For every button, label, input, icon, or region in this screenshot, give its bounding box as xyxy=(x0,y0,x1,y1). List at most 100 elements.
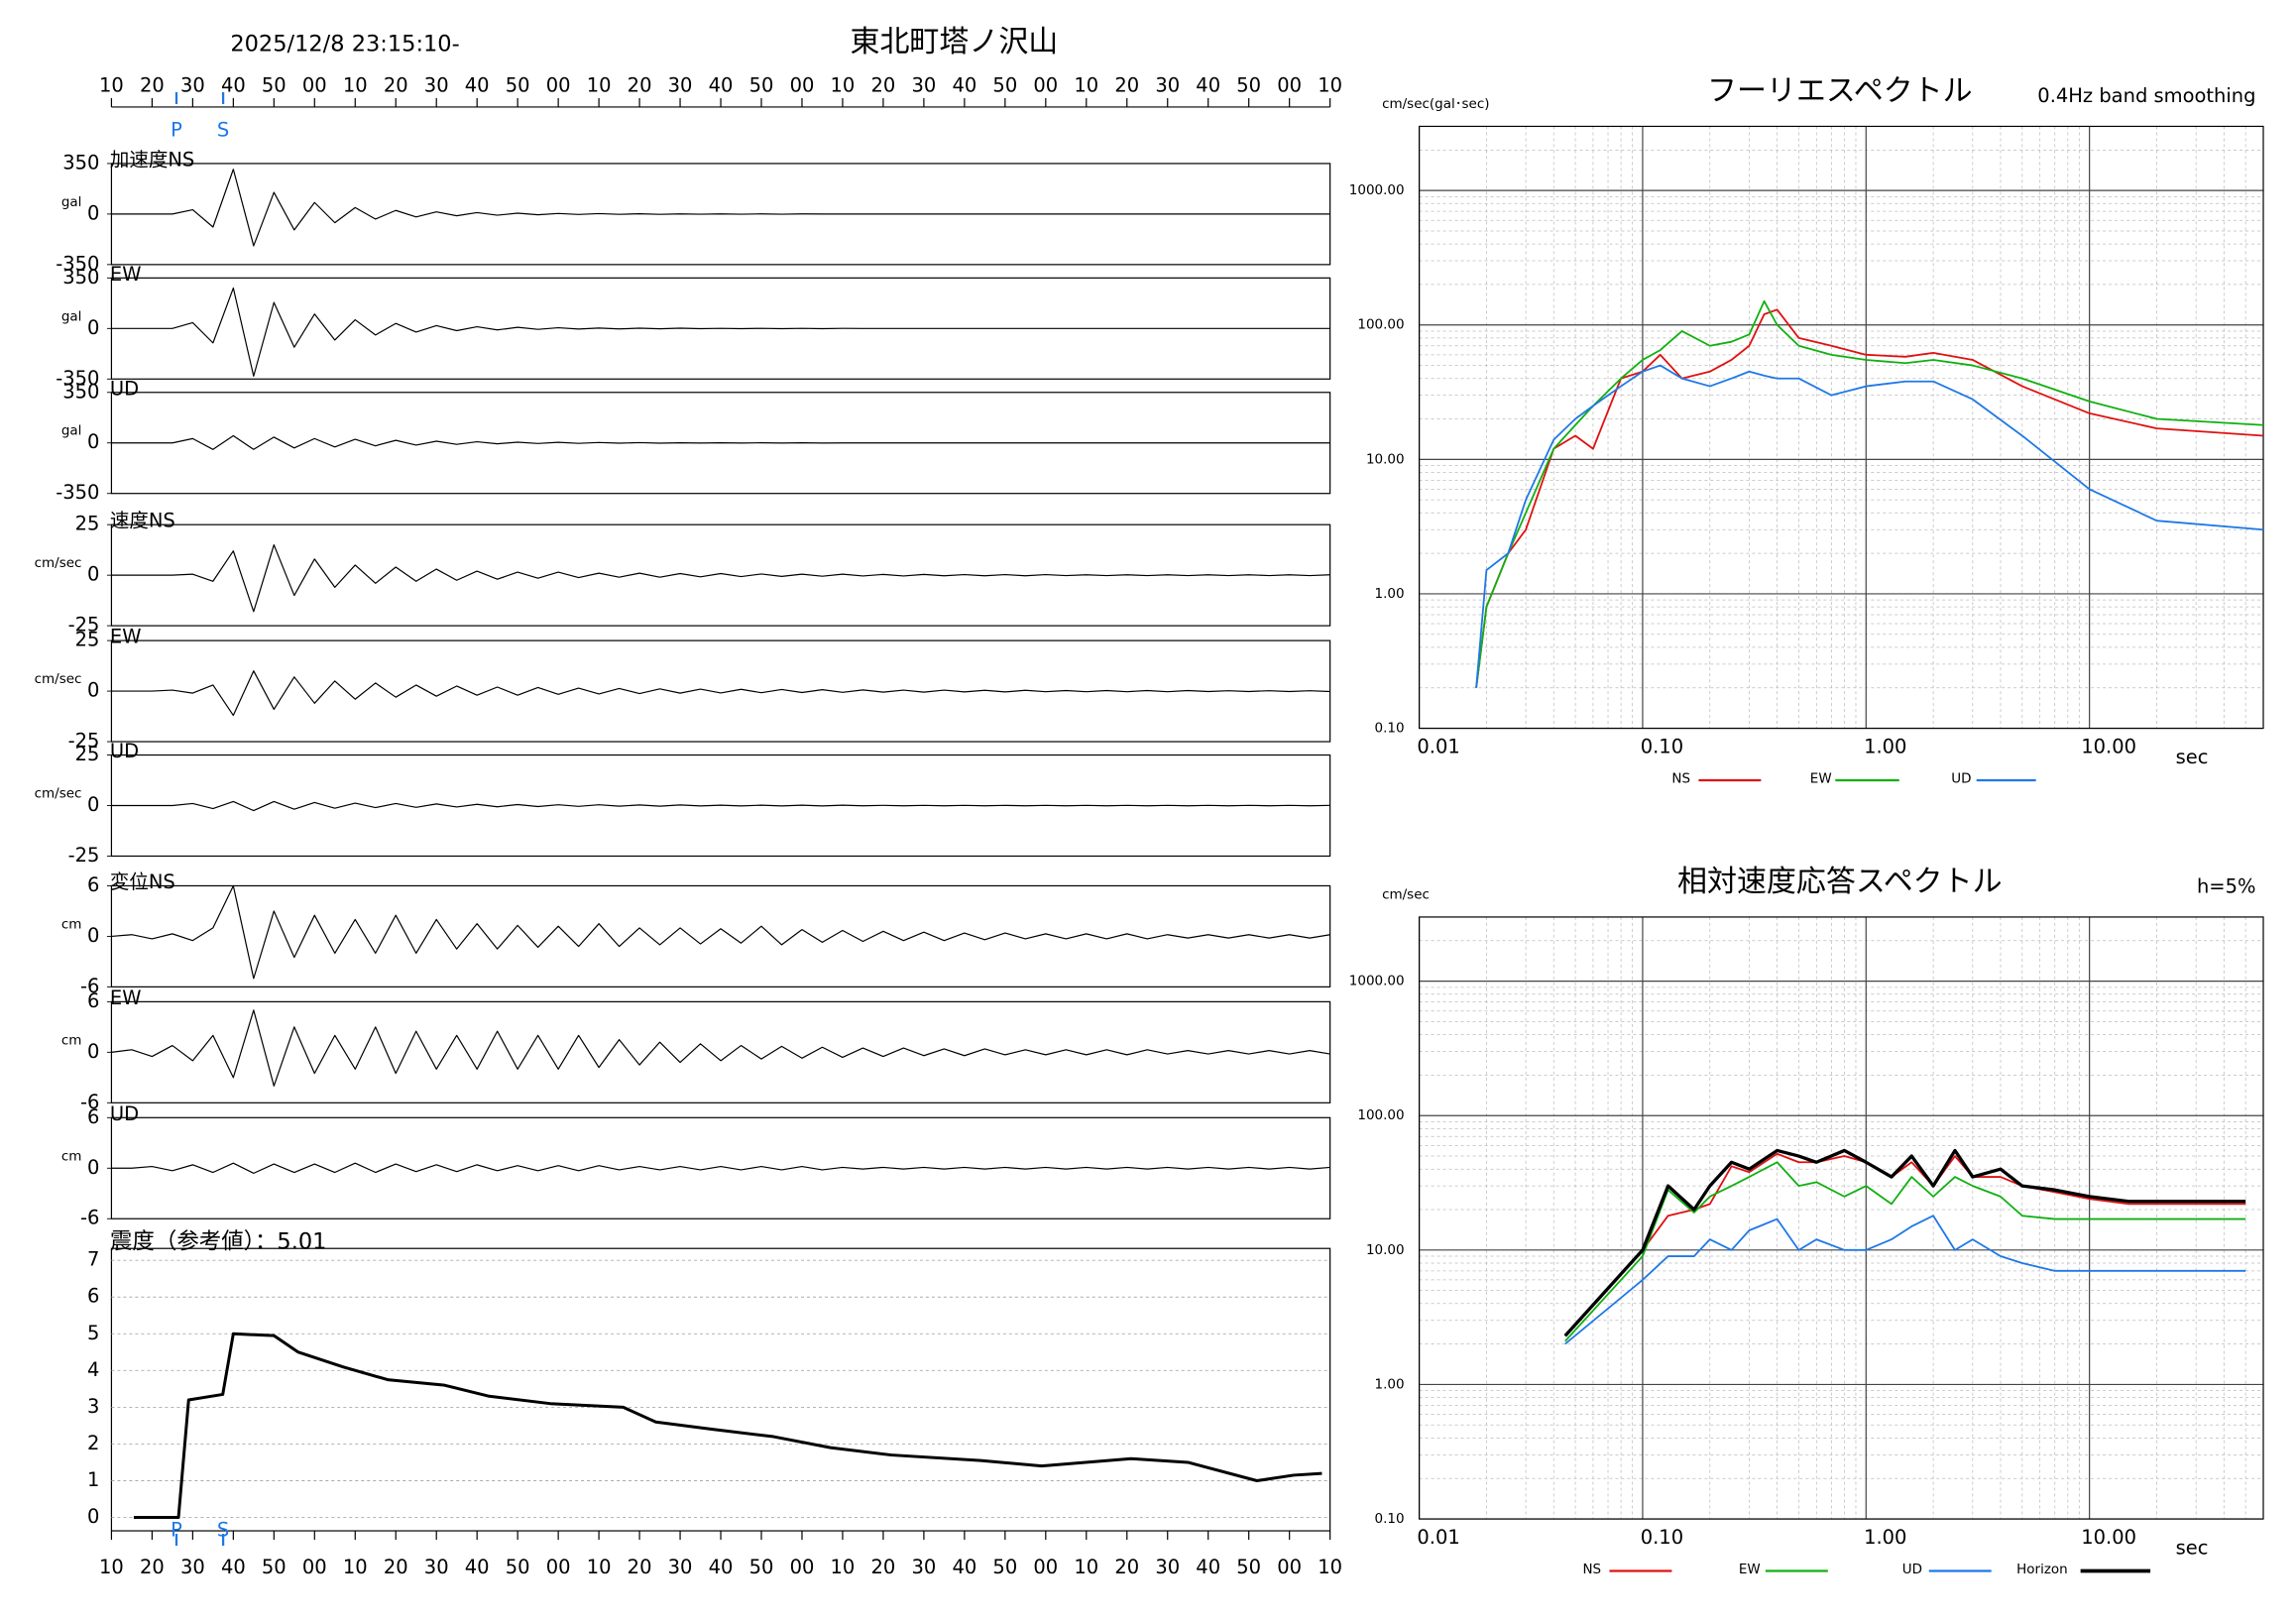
y-tick-label: 1.00 xyxy=(1375,586,1405,602)
plot-bg xyxy=(1419,126,2264,729)
x-tick-label: 40 xyxy=(709,1556,734,1578)
trace xyxy=(111,287,1330,377)
y-tick-label: 6 xyxy=(87,1105,99,1128)
x-tick-label: 10 xyxy=(99,73,124,96)
y-tick-label: -6 xyxy=(80,975,99,997)
legend-label: EW xyxy=(1739,1562,1761,1577)
x-tick-label: 00 xyxy=(790,73,815,96)
trace xyxy=(1563,1148,2246,1337)
unit-label: cm xyxy=(61,916,82,932)
y-tick-label: -25 xyxy=(68,614,100,637)
x-tick-label: 00 xyxy=(1277,73,1302,96)
x-tick-label: 40 xyxy=(221,73,246,96)
y-tick-label: 25 xyxy=(75,743,100,765)
x-tick-label: 40 xyxy=(709,73,734,96)
x-tick-label: 0.01 xyxy=(1417,736,1459,758)
phase-label: S xyxy=(217,118,229,141)
panel-title: UD xyxy=(110,1102,139,1125)
x-tick-label: 20 xyxy=(1114,1556,1139,1578)
x-tick-label: 40 xyxy=(221,1556,246,1578)
trace xyxy=(111,543,1330,613)
unit-label: cm xyxy=(61,1148,82,1164)
x-tick-label: 10 xyxy=(1074,73,1098,96)
y-axis-label: cm/sec(gal･sec) xyxy=(1382,96,1489,112)
y-tick-label: -6 xyxy=(80,1207,99,1229)
x-tick-label: 00 xyxy=(790,1556,815,1578)
x-tick-label: 10 xyxy=(587,73,612,96)
plot-frame xyxy=(1418,125,2264,730)
x-tick-label: 20 xyxy=(628,1556,652,1578)
x-tick-label: 30 xyxy=(912,73,937,96)
x-tick-label: 10 xyxy=(1318,1556,1342,1578)
y-tick-label: 0 xyxy=(87,924,99,947)
y-tick-label: 3 xyxy=(87,1395,99,1418)
trace xyxy=(111,884,1330,980)
x-tick-label: 10 xyxy=(99,1556,124,1578)
x-tick-label: 30 xyxy=(424,1556,449,1578)
plot-frame xyxy=(1418,916,2264,1520)
legend-label: UD xyxy=(1902,1562,1922,1577)
x-tick-label: 20 xyxy=(1114,73,1139,96)
x-tick-label: 00 xyxy=(1033,1556,1058,1578)
y-tick-label: 4 xyxy=(87,1358,99,1381)
x-tick-label: 20 xyxy=(384,73,408,96)
trace xyxy=(111,1162,1330,1174)
legend-label: EW xyxy=(1810,771,1832,787)
y-tick-label: 6 xyxy=(87,1285,99,1308)
x-tick-label: 50 xyxy=(1236,73,1261,96)
y-tick-label: 5 xyxy=(87,1322,99,1344)
y-tick-label: 0 xyxy=(87,679,99,702)
x-axis-label: sec xyxy=(2176,1537,2209,1560)
unit-label: gal xyxy=(61,194,82,210)
x-tick-label: 20 xyxy=(628,73,652,96)
panel-title: 加速度NS xyxy=(110,148,194,171)
y-tick-label: -350 xyxy=(56,252,99,275)
x-tick-label: 20 xyxy=(871,1556,896,1578)
x-tick-label: 30 xyxy=(1155,1556,1180,1578)
x-tick-label: 50 xyxy=(506,73,530,96)
y-axis-label: cm/sec xyxy=(1382,886,1430,902)
x-tick-label: 10.00 xyxy=(2081,736,2136,758)
x-tick-label: 0.10 xyxy=(1641,1526,1683,1549)
y-tick-label: 6 xyxy=(87,873,99,896)
panel-title: EW xyxy=(110,986,142,1009)
x-tick-label: 40 xyxy=(952,1556,976,1578)
unit-label: cm/sec xyxy=(35,671,82,687)
x-tick-label: 00 xyxy=(302,73,327,96)
x-tick-label: 50 xyxy=(506,1556,530,1578)
y-tick-label: 0 xyxy=(87,201,99,224)
trace xyxy=(111,670,1330,717)
x-tick-label: 10 xyxy=(343,73,368,96)
panel-title: 速度NS xyxy=(110,510,175,532)
panel-frame xyxy=(110,639,1331,743)
y-tick-label: 0 xyxy=(87,563,99,586)
y-tick-label: 25 xyxy=(75,629,100,651)
x-tick-label: 50 xyxy=(749,1556,774,1578)
x-tick-label: 00 xyxy=(546,73,571,96)
y-tick-label: 1000.00 xyxy=(1349,974,1405,989)
panel-frame xyxy=(110,884,1331,987)
plot-bg xyxy=(1419,916,2264,1520)
panel-title: EW xyxy=(110,263,142,286)
y-tick-label: 350 xyxy=(62,380,99,403)
y-tick-label: 0 xyxy=(87,1156,99,1179)
x-tick-label: 50 xyxy=(749,73,774,96)
panel-frame xyxy=(110,1000,1331,1103)
x-tick-label: 30 xyxy=(180,1556,205,1578)
legend-label: UD xyxy=(1951,771,1971,787)
x-tick-label: 10 xyxy=(343,1556,368,1578)
unit-label: gal xyxy=(61,423,82,439)
panel-title: UD xyxy=(110,740,139,762)
y-tick-label: -350 xyxy=(56,367,99,390)
x-tick-label: 40 xyxy=(465,73,490,96)
x-tick-label: 1.00 xyxy=(1864,1526,1906,1549)
x-tick-label: 20 xyxy=(384,1556,408,1578)
x-tick-label: 00 xyxy=(1033,73,1058,96)
panel-title: UD xyxy=(110,377,139,400)
y-tick-label: 0 xyxy=(87,316,99,339)
datetime: 2025/12/8 23:15:10- xyxy=(230,32,459,58)
x-tick-label: 30 xyxy=(424,73,449,96)
panel-title: 変位NS xyxy=(110,870,175,893)
y-tick-label: 7 xyxy=(87,1248,99,1271)
